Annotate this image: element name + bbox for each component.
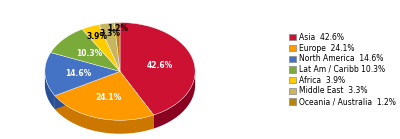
Text: 1.2%: 1.2% — [107, 24, 128, 33]
Polygon shape — [45, 53, 120, 96]
Polygon shape — [55, 71, 120, 109]
Text: 24.1%: 24.1% — [95, 93, 121, 102]
Polygon shape — [120, 23, 195, 115]
Polygon shape — [82, 24, 120, 71]
Text: 10.3%: 10.3% — [76, 49, 102, 58]
Text: 3.9%: 3.9% — [86, 32, 107, 41]
Polygon shape — [99, 23, 120, 71]
Polygon shape — [55, 96, 154, 134]
Polygon shape — [55, 71, 154, 120]
Text: 3.3%: 3.3% — [99, 29, 120, 38]
Text: 42.6%: 42.6% — [147, 61, 173, 70]
Polygon shape — [154, 72, 195, 129]
Polygon shape — [51, 29, 120, 71]
Polygon shape — [45, 72, 55, 109]
Polygon shape — [120, 71, 154, 129]
Polygon shape — [114, 23, 120, 71]
Text: 14.6%: 14.6% — [66, 69, 92, 78]
Legend: Asia  42.6%, Europe  24.1%, North America  14.6%, Lat Am / Caribb 10.3%, Africa : Asia 42.6%, Europe 24.1%, North America … — [288, 32, 396, 107]
